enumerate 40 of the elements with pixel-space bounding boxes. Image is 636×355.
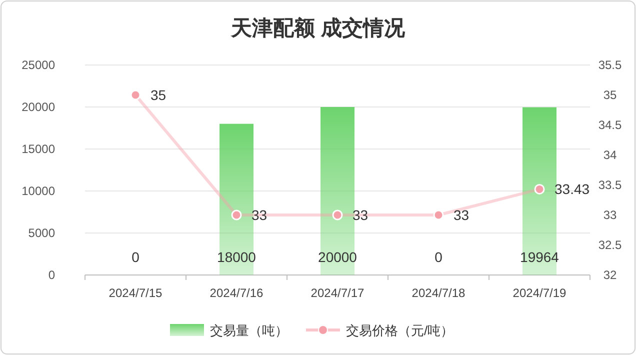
data-label: 19964	[520, 249, 560, 265]
y-tick-label: 5000	[28, 226, 56, 240]
y2-tick-label: 35.5	[598, 58, 622, 72]
y2-tick-label: 35	[603, 88, 617, 102]
bar	[522, 107, 556, 275]
y-tick-label: 25000	[22, 58, 56, 72]
y-tick-label: 20000	[22, 100, 56, 114]
legend-label: 交易价格（元/吨）	[346, 323, 454, 338]
point	[130, 90, 141, 100]
y2-tick-label: 33.5	[598, 178, 622, 192]
data-label: 20000	[318, 249, 358, 265]
x-tick-label: 2024/7/16	[210, 286, 264, 300]
data-label: 35	[150, 87, 166, 103]
y2-tick-label: 34	[603, 148, 617, 162]
y-tick-label: 15000	[22, 142, 56, 156]
x-tick-label: 2024/7/17	[310, 286, 365, 300]
legend-label: 交易量（吨）	[210, 323, 288, 338]
point	[231, 210, 242, 220]
y-tick-label: 0	[48, 268, 56, 282]
x-tick-label: 2024/7/19	[512, 286, 567, 300]
bar	[320, 107, 354, 275]
data-label: 33.43	[554, 181, 590, 198]
y2-tick-label: 34.5	[598, 118, 622, 132]
x-tick-label: 2024/7/15	[108, 286, 163, 300]
data-label: 0	[132, 249, 140, 265]
data-label: 33	[352, 207, 368, 223]
chart-title: 天津配额 成交情况	[230, 16, 406, 40]
y2-tick-label: 33	[603, 208, 617, 222]
y2-tick-label: 32	[603, 268, 617, 282]
y2-tick-label: 32.5	[598, 238, 622, 252]
point	[332, 210, 343, 220]
data-label: 33	[454, 207, 470, 223]
y-tick-label: 10000	[22, 184, 56, 198]
bar	[220, 124, 254, 275]
data-label: 0	[434, 249, 443, 265]
x-tick-label: 2024/7/18	[412, 286, 466, 300]
point	[534, 184, 545, 194]
data-label: 18000	[217, 249, 256, 265]
point	[433, 210, 444, 220]
data-label: 33	[252, 207, 268, 223]
